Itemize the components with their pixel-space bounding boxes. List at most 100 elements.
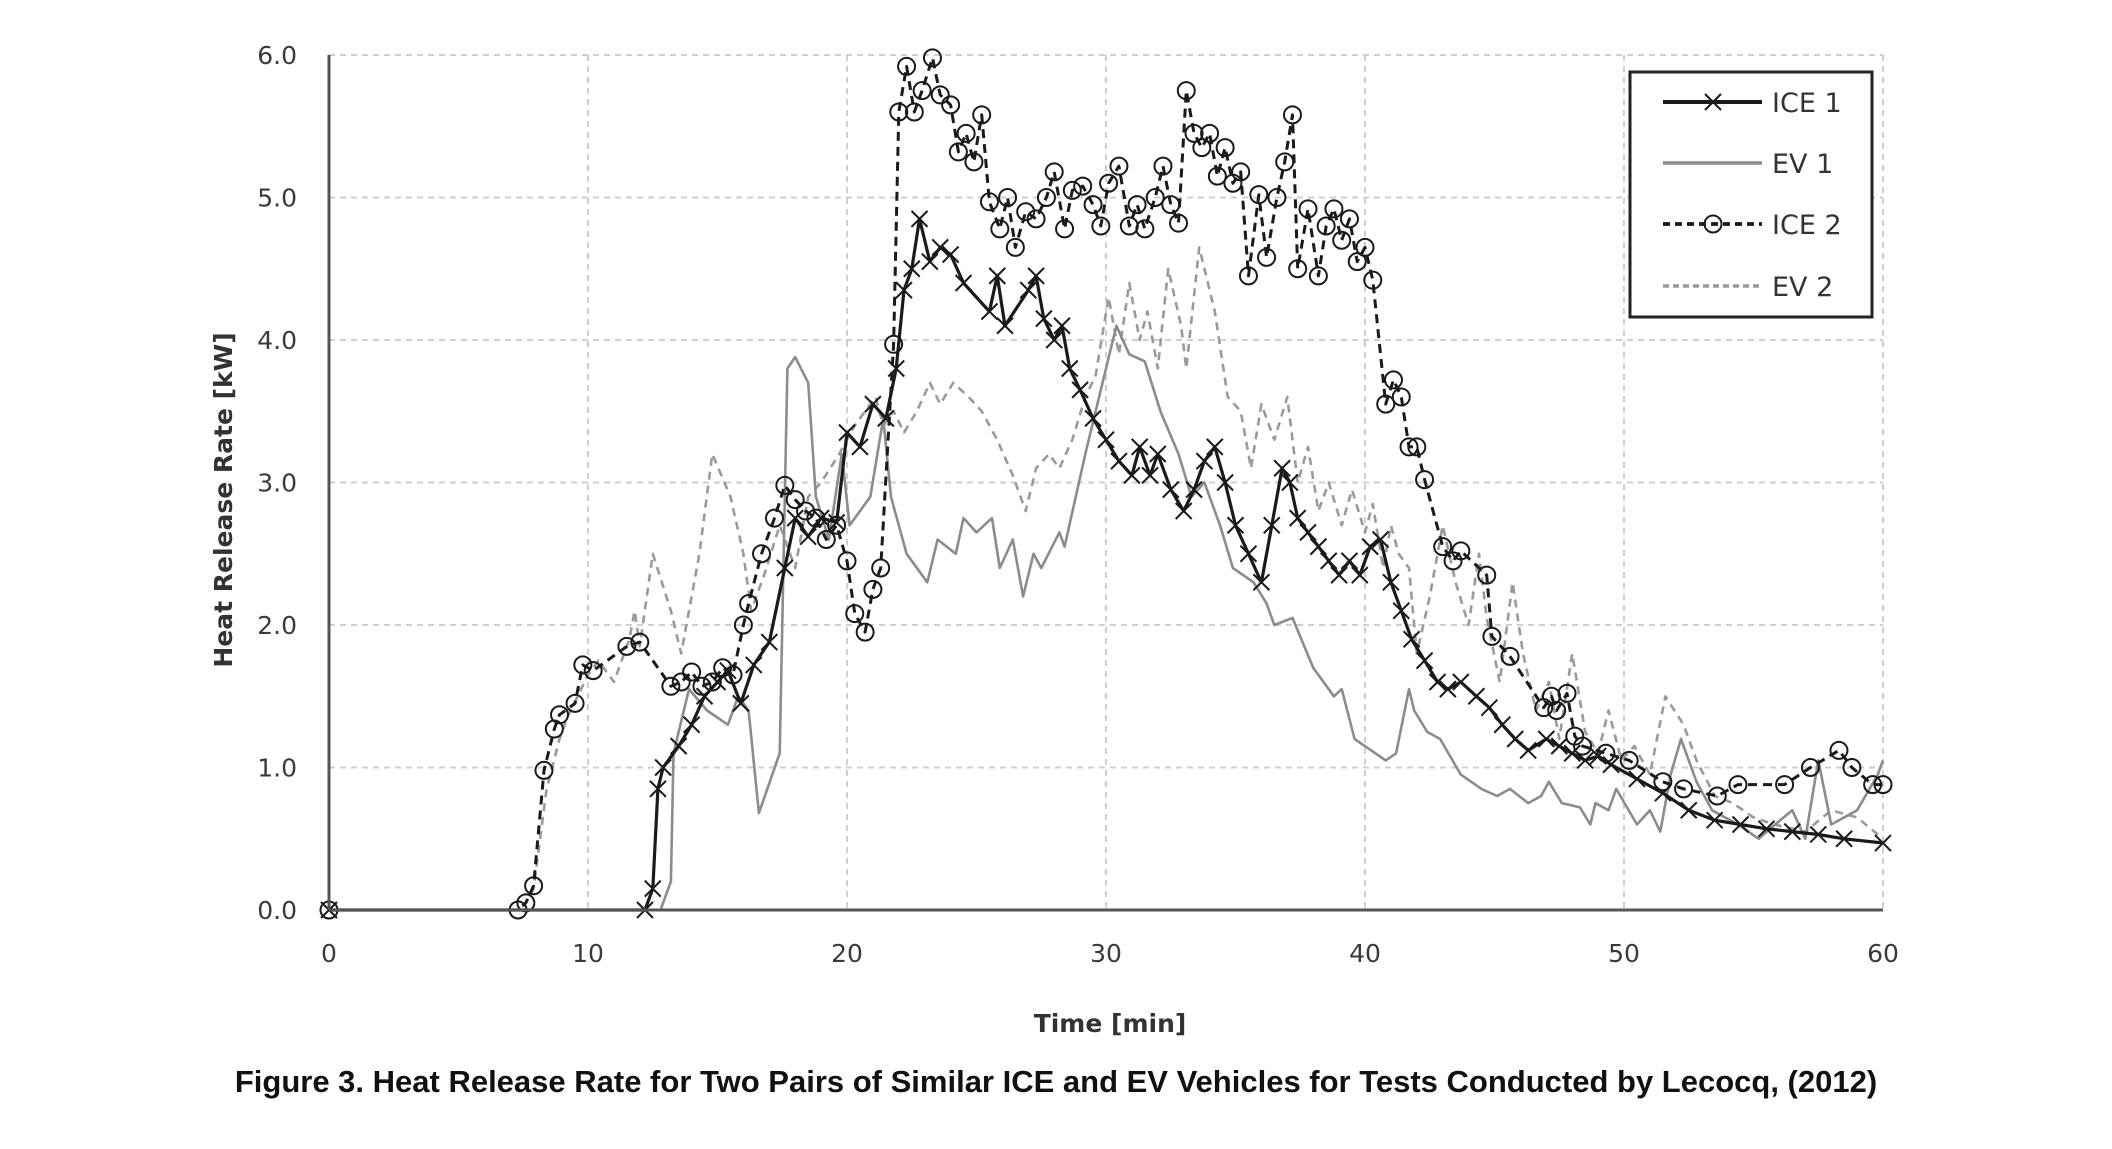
data-point-ice-1 [1680, 801, 1698, 819]
data-point-ice-1 [1174, 502, 1193, 520]
data-point-ice-2 [1249, 185, 1269, 205]
data-point-ice-1 [1835, 830, 1853, 848]
data-point-ice-1 [921, 252, 939, 271]
data-point-ice-2 [1573, 736, 1593, 756]
data-point-ice-2 [1192, 138, 1212, 158]
data-point-ice-1 [851, 438, 869, 456]
data-point-ice-1 [1537, 730, 1556, 748]
data-point-ice-1 [682, 716, 701, 734]
data-point-ice-1 [1506, 730, 1524, 748]
data-point-ice-2 [1288, 259, 1308, 279]
data-point-ice-2 [897, 56, 917, 76]
data-point-ice-2 [1407, 437, 1427, 457]
data-point-ice-1 [1550, 737, 1568, 755]
data-point-ice-2 [1308, 266, 1328, 286]
data-point-ice-2 [1383, 370, 1403, 390]
data-point-ice-1 [1809, 825, 1827, 844]
data-point-ice-1 [1428, 673, 1447, 691]
y-tick-label: 2.0 [257, 611, 297, 640]
data-point-ice-1 [776, 559, 794, 577]
data-point-ice-1 [1281, 473, 1299, 492]
data-point-ice-2 [1267, 188, 1287, 207]
data-point-ice-2 [972, 105, 992, 125]
data-point-ice-2 [1207, 166, 1227, 186]
data-point-ice-1 [644, 879, 662, 898]
y-tick-label: 3.0 [257, 469, 297, 498]
data-point-ice-2 [1324, 199, 1344, 219]
data-point-ice-2 [1153, 156, 1173, 176]
data-point-ice-2 [998, 188, 1018, 207]
legend-label-ice-2: ICE 2 [1772, 210, 1842, 241]
data-point-ice-2 [1863, 775, 1883, 795]
data-point-ice-2 [889, 102, 909, 122]
data-point-ice-1 [649, 780, 667, 798]
data-point-ice-1 [895, 281, 913, 299]
data-point-ice-1 [1382, 573, 1400, 591]
data-point-ice-1 [1162, 480, 1180, 499]
data-point-ice-1 [827, 513, 846, 532]
y-axis-title: Heat Release Rate [kW] [209, 332, 238, 667]
data-point-ice-2 [1800, 758, 1820, 777]
data-point-ice-1 [996, 317, 1014, 335]
data-point-ice-2 [1257, 247, 1277, 267]
data-point-ice-1 [1141, 466, 1159, 485]
data-point-ice-2 [702, 672, 722, 692]
data-point-ice-1 [1097, 431, 1115, 449]
data-point-ice-2 [661, 676, 681, 696]
data-point-ice-2 [785, 490, 805, 510]
data-point-ice-2 [1547, 701, 1567, 720]
data-point-ice-2 [948, 142, 968, 162]
x-axis-ticks: 0 10 20 30 40 50 60 [321, 939, 1899, 968]
data-point-ice-2 [1873, 775, 1893, 795]
data-point-ice-2 [1363, 270, 1383, 290]
data-point-ice-2 [1391, 387, 1411, 407]
data-point-ice-1 [1361, 537, 1379, 556]
legend-label-ev-1: EV 1 [1772, 149, 1833, 180]
data-point-ice-2 [1298, 199, 1318, 219]
legend-label-ice-1: ICE 1 [1772, 88, 1842, 119]
data-point-ice-2 [1169, 213, 1189, 233]
data-point-ice-2 [1842, 758, 1862, 777]
data-point-ice-2 [524, 876, 544, 896]
data-point-ice-2 [1231, 162, 1251, 182]
data-point-ice-2 [671, 672, 691, 692]
y-tick-label: 4.0 [257, 326, 297, 355]
data-point-ice-1 [1705, 811, 1724, 829]
data-point-ice-2 [1707, 786, 1727, 806]
data-point-ice-1 [799, 527, 817, 546]
data-point-ice-2 [713, 658, 733, 678]
data-point-ice-2 [922, 48, 942, 68]
data-point-ice-1 [1299, 523, 1317, 542]
data-point-ice-2 [1127, 195, 1147, 215]
data-point-ice-1 [1252, 573, 1271, 591]
data-point-ice-2 [1135, 219, 1155, 239]
y-tick-label: 0.0 [257, 896, 297, 925]
data-point-ice-1 [669, 737, 688, 755]
data-point-ice-2 [1184, 123, 1204, 143]
data-point-ice-2 [1275, 152, 1295, 172]
data-point-ice-1 [745, 656, 763, 674]
data-point-ice-1 [1415, 651, 1434, 670]
data-point-ice-2 [1044, 162, 1064, 182]
data-point-ice-1 [654, 758, 672, 777]
grid-lines [329, 54, 1884, 910]
data-point-ice-1 [1330, 566, 1348, 584]
data-point-ice-2 [733, 615, 753, 635]
data-point-ice-2 [682, 662, 702, 682]
data-point-ice-1 [760, 633, 779, 651]
data-point-ice-2 [630, 632, 650, 652]
series-layer [319, 48, 1893, 920]
data-point-ice-1 [1371, 530, 1390, 549]
data-point-ice-2 [816, 530, 836, 549]
data-point-ice-1 [864, 395, 882, 413]
data-point-ice-1 [910, 210, 929, 228]
data-point-ice-2 [863, 579, 883, 599]
data-point-ice-1 [1045, 331, 1063, 349]
data-point-ice-2 [1099, 173, 1119, 193]
data-point-ice-1 [1035, 309, 1053, 328]
data-point-ice-1 [1783, 822, 1802, 841]
data-point-ice-1 [838, 423, 856, 442]
data-point-ice-2 [1332, 230, 1352, 250]
data-point-ice-2 [964, 152, 984, 172]
